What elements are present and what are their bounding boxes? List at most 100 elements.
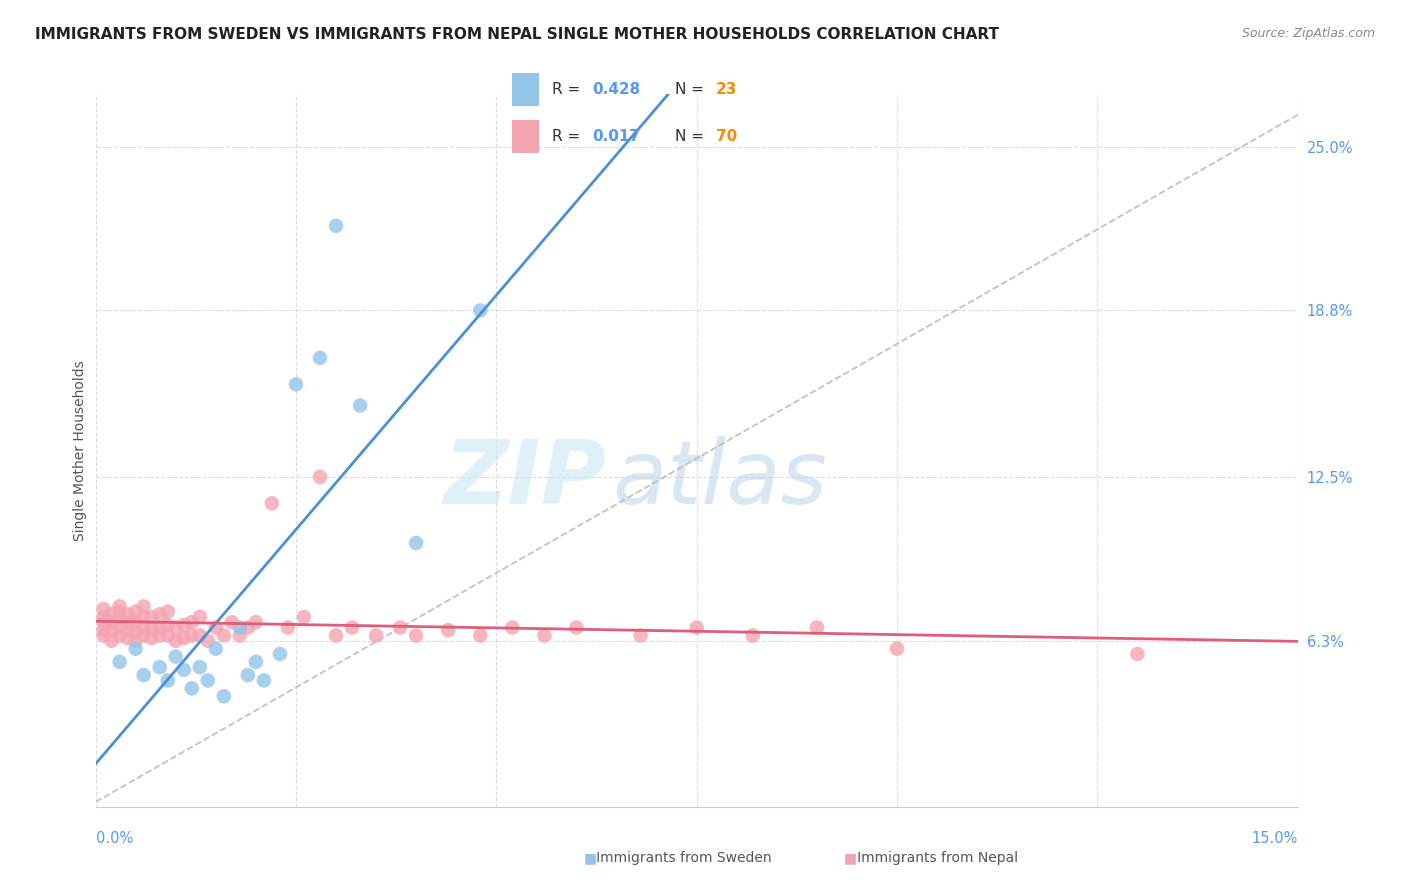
Point — [197, 673, 219, 688]
Point — [93, 602, 115, 616]
Text: 23: 23 — [716, 81, 737, 96]
FancyBboxPatch shape — [512, 120, 540, 153]
Point — [165, 621, 187, 635]
Point — [108, 655, 131, 669]
Point — [212, 690, 235, 704]
Point — [405, 628, 427, 642]
Point — [470, 628, 492, 642]
Y-axis label: Single Mother Households: Single Mother Households — [73, 360, 87, 541]
Point — [124, 641, 148, 656]
Point — [165, 649, 187, 664]
Point — [117, 623, 139, 637]
Text: Immigrants from Nepal: Immigrants from Nepal — [844, 851, 1018, 865]
Point — [437, 623, 460, 637]
Point — [149, 660, 172, 674]
Point — [117, 615, 139, 630]
Point — [100, 623, 122, 637]
Text: 0.0%: 0.0% — [96, 831, 132, 846]
Point — [188, 610, 211, 624]
Point — [93, 610, 115, 624]
FancyBboxPatch shape — [512, 73, 540, 105]
Point — [229, 628, 252, 642]
Point — [100, 607, 122, 622]
Point — [149, 607, 172, 622]
Text: 0.017: 0.017 — [592, 128, 640, 144]
Point — [325, 628, 347, 642]
Point — [806, 621, 828, 635]
Point — [100, 615, 122, 630]
Point — [284, 377, 308, 392]
Text: 70: 70 — [716, 128, 737, 144]
Point — [188, 628, 211, 642]
Point — [132, 668, 155, 682]
Point — [108, 605, 131, 619]
Point — [156, 605, 179, 619]
Point — [1126, 647, 1149, 661]
Text: atlas: atlas — [613, 436, 827, 522]
Point — [141, 621, 163, 635]
Point — [132, 610, 155, 624]
Point — [117, 631, 139, 645]
Point — [149, 628, 172, 642]
Point — [253, 673, 276, 688]
Point — [470, 303, 492, 318]
Point — [132, 628, 155, 642]
Point — [108, 599, 131, 614]
Point — [173, 618, 195, 632]
Point — [366, 628, 388, 642]
Text: R =: R = — [551, 81, 585, 96]
Point — [108, 621, 131, 635]
Point — [108, 628, 131, 642]
Point — [309, 470, 332, 484]
Point — [124, 605, 148, 619]
Point — [156, 628, 179, 642]
Text: N =: N = — [675, 81, 709, 96]
Point — [124, 625, 148, 640]
Point — [501, 621, 523, 635]
Point — [205, 641, 228, 656]
Point — [309, 351, 332, 365]
Text: ZIP: ZIP — [444, 435, 606, 523]
Point — [389, 621, 412, 635]
Text: ■: ■ — [844, 851, 856, 865]
Point — [108, 613, 131, 627]
Point — [165, 633, 187, 648]
Point — [173, 663, 195, 677]
Point — [156, 618, 179, 632]
Point — [349, 399, 371, 413]
Point — [260, 496, 283, 510]
Point — [141, 610, 163, 624]
Point — [180, 615, 202, 630]
Text: IMMIGRANTS FROM SWEDEN VS IMMIGRANTS FROM NEPAL SINGLE MOTHER HOUSEHOLDS CORRELA: IMMIGRANTS FROM SWEDEN VS IMMIGRANTS FRO… — [35, 27, 1000, 42]
Text: 15.0%: 15.0% — [1251, 831, 1298, 846]
Point — [533, 628, 555, 642]
Text: 0.428: 0.428 — [592, 81, 640, 96]
Point — [156, 673, 179, 688]
Point — [188, 660, 211, 674]
Point — [173, 631, 195, 645]
Point — [325, 219, 347, 233]
Point — [132, 621, 155, 635]
Point — [93, 628, 115, 642]
Point — [741, 628, 763, 642]
Point — [124, 633, 148, 648]
Point — [149, 621, 172, 635]
Point — [197, 633, 219, 648]
Point — [180, 628, 202, 642]
Point — [124, 615, 148, 630]
Point — [93, 615, 115, 630]
Text: ■: ■ — [583, 851, 596, 865]
Point — [117, 607, 139, 622]
Point — [229, 621, 252, 635]
Point — [141, 631, 163, 645]
Point — [221, 615, 243, 630]
Point — [236, 621, 259, 635]
Point — [405, 536, 427, 550]
Point — [180, 681, 202, 696]
Point — [340, 621, 363, 635]
Point — [565, 621, 588, 635]
Text: R =: R = — [551, 128, 585, 144]
Point — [245, 655, 267, 669]
Text: Immigrants from Sweden: Immigrants from Sweden — [583, 851, 772, 865]
Point — [686, 621, 709, 635]
